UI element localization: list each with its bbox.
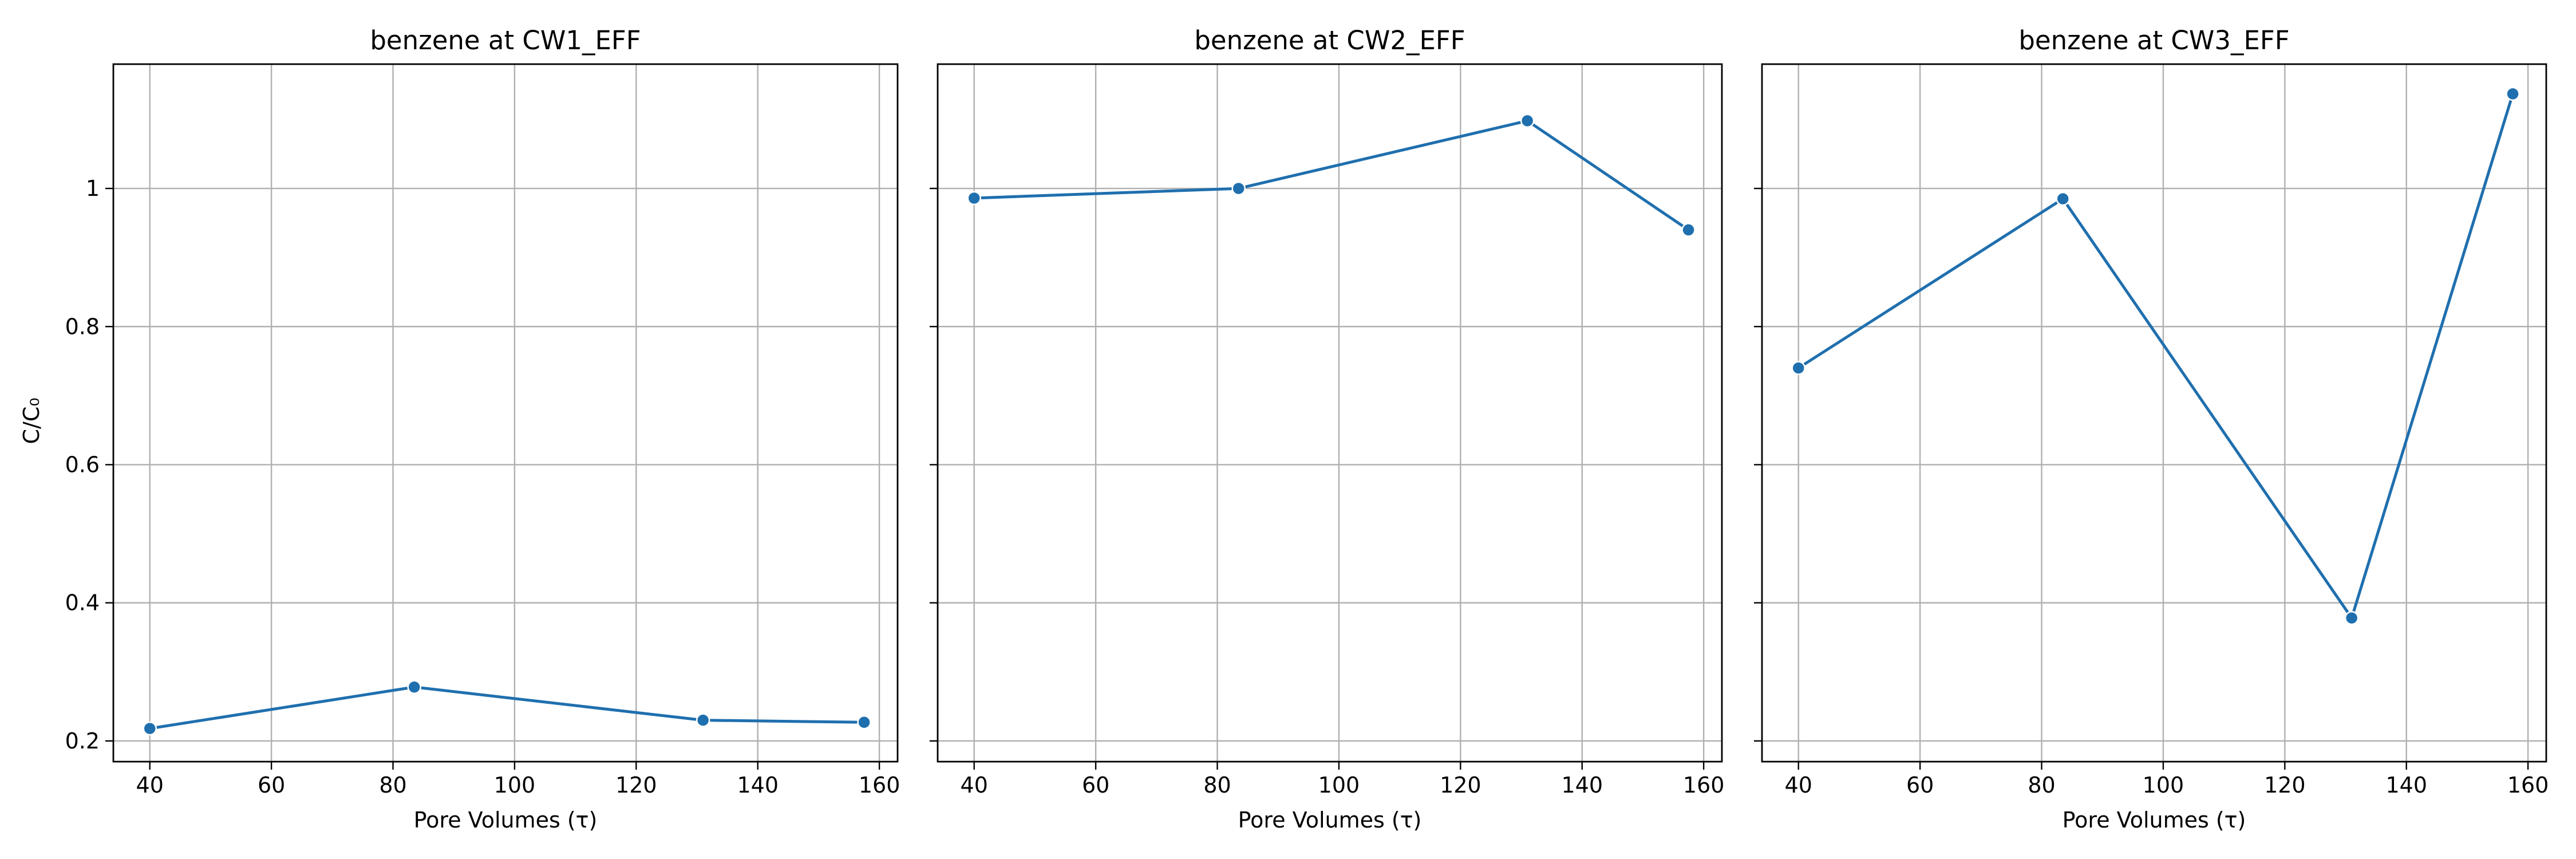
data-point bbox=[2506, 86, 2520, 101]
data-point bbox=[857, 715, 871, 730]
data-point bbox=[696, 713, 710, 727]
x-tick-label: 140 bbox=[2385, 773, 2427, 798]
y-tick-label: 0.8 bbox=[65, 314, 100, 339]
series-line bbox=[149, 685, 864, 730]
x-tick-label: 40 bbox=[136, 773, 164, 798]
panel-title: benzene at CW1_EFF bbox=[370, 25, 641, 56]
x-tick-label: 100 bbox=[494, 773, 536, 798]
y-tick-label: 0.4 bbox=[65, 590, 100, 616]
x-tick-label: 80 bbox=[1203, 773, 1231, 798]
x-tick-label: 120 bbox=[1440, 773, 1481, 798]
y-tick-label: 1 bbox=[86, 176, 100, 201]
x-tick-label: 140 bbox=[737, 773, 779, 798]
data-point bbox=[2056, 191, 2070, 206]
panel-title: benzene at CW3_EFF bbox=[2018, 25, 2289, 56]
chart-panels: 40 60 80 100 120 140 160 0.2 0.4 0.6 0.8 1 benzene a… bbox=[65, 25, 2549, 833]
data-point bbox=[407, 680, 421, 695]
x-tick-label: 60 bbox=[1082, 773, 1109, 798]
chart-panel-2: 40 60 80 100 120 140 160 benzene at CW2_EFF Pore… bbox=[930, 25, 1724, 833]
x-tick-label: 160 bbox=[2507, 773, 2549, 798]
plot-frame bbox=[1761, 63, 2547, 763]
x-axis-label: Pore Volumes (τ) bbox=[1238, 807, 1422, 833]
x-tick-label: 80 bbox=[379, 773, 406, 798]
x-tick-label: 40 bbox=[961, 773, 988, 798]
x-tick-label: 60 bbox=[1906, 773, 1934, 798]
series-line bbox=[974, 119, 1689, 231]
x-tick-label: 100 bbox=[1318, 773, 1360, 798]
series-line bbox=[1797, 93, 2514, 620]
x-tick-label: 120 bbox=[615, 773, 657, 798]
x-axis-label: Pore Volumes (τ) bbox=[2063, 807, 2246, 833]
data-point bbox=[1791, 361, 1805, 375]
x-tick-label: 120 bbox=[2264, 773, 2306, 798]
data-point bbox=[143, 721, 157, 736]
data-point bbox=[1231, 181, 1246, 196]
x-tick-label: 80 bbox=[2028, 773, 2055, 798]
plot-frame bbox=[112, 63, 899, 763]
x-tick-label: 40 bbox=[1785, 773, 1812, 798]
x-tick-label: 100 bbox=[2143, 773, 2184, 798]
x-tick-label: 140 bbox=[1561, 773, 1603, 798]
x-axis-label: Pore Volumes (τ) bbox=[414, 807, 598, 833]
x-tick-label: 160 bbox=[1683, 773, 1725, 798]
chart-panel-3: 40 60 80 100 120 140 160 benzene at CW3_EFF Pore… bbox=[1754, 25, 2549, 833]
plot-frame bbox=[937, 63, 1723, 763]
y-tick-label: 0.6 bbox=[65, 452, 100, 477]
data-point bbox=[1520, 113, 1535, 128]
x-tick-label: 60 bbox=[258, 773, 285, 798]
panel-title: benzene at CW2_EFF bbox=[1194, 25, 1465, 56]
y-tick-label: 0.2 bbox=[65, 728, 100, 754]
data-point bbox=[2344, 610, 2359, 625]
data-point bbox=[967, 191, 981, 206]
y-axis-label: C/C₀ bbox=[19, 397, 44, 444]
x-tick-label: 160 bbox=[859, 773, 900, 798]
data-point bbox=[1681, 223, 1696, 237]
chart-panel-1: 40 60 80 100 120 140 160 0.2 0.4 0.6 0.8 1 benzene a… bbox=[65, 25, 900, 833]
